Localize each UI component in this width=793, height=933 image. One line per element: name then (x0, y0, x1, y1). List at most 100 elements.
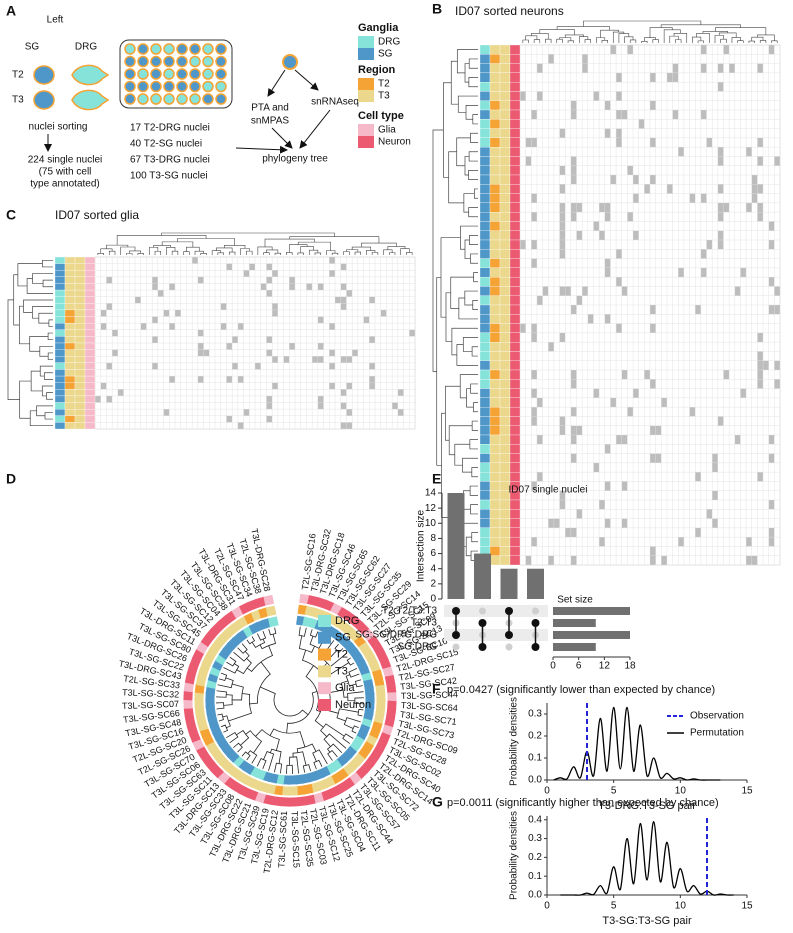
dendrogram (326, 250, 336, 255)
annotation-cell (499, 360, 511, 371)
leaf-annotation (268, 616, 279, 628)
tree-branch (357, 708, 364, 717)
annotation-cell (479, 341, 491, 352)
dendrogram (644, 37, 656, 42)
heatmap-cell (768, 453, 775, 463)
annotation-cell (489, 499, 501, 510)
dendrogram (471, 420, 478, 431)
annotation-cell (499, 193, 511, 204)
dendrogram (731, 37, 741, 43)
leaf-annotation (382, 666, 394, 678)
dendrogram (696, 32, 710, 43)
x-tick-label: 10 (675, 786, 687, 797)
heatmap-cell (340, 303, 347, 310)
tree-branch (268, 627, 277, 636)
dendrogram (545, 38, 552, 43)
annotation-cell (74, 256, 86, 264)
well (150, 93, 162, 105)
well (176, 68, 188, 80)
dendrogram (468, 170, 478, 180)
row-stripe (444, 629, 548, 641)
x-axis-label: T3-DRG:T3-SG pair (598, 800, 696, 812)
annotation-cell (499, 379, 511, 389)
annotation-cell (499, 91, 511, 101)
annotation-cell (54, 316, 66, 324)
tree-branch (216, 690, 227, 698)
leaf-annotation (376, 700, 386, 710)
heatmap-cell (520, 91, 526, 101)
dendrogram (48, 319, 53, 327)
heatmap-cell (570, 156, 577, 166)
annotation-cell (74, 395, 86, 403)
leaf-annotation (246, 599, 259, 611)
heatmap-cell (717, 156, 724, 166)
heatmap-cell (559, 490, 566, 500)
heatmap-cell (661, 555, 667, 565)
well (176, 80, 188, 93)
tree-branch (309, 629, 319, 638)
heatmap-cell (599, 202, 605, 213)
dendrogram (351, 246, 372, 251)
annotation-cell (479, 156, 491, 166)
dendrogram (128, 250, 142, 254)
dendrogram (13, 274, 20, 326)
heatmap-cell (712, 462, 718, 473)
y-axis-label: Probability densities (509, 811, 520, 900)
dendrogram (471, 532, 478, 543)
legend-swatch (318, 631, 331, 644)
heatmap-cell (570, 527, 577, 538)
dendrogram (469, 235, 478, 245)
annotation-cell (479, 202, 491, 213)
heatmap-cell (272, 382, 278, 390)
annotation-cell (84, 329, 96, 337)
annotation-cell (499, 286, 511, 296)
annotation-cell (479, 332, 491, 343)
leaf-annotation (376, 692, 386, 702)
legend-label: T3 (335, 665, 348, 677)
heatmap-cell (570, 453, 577, 463)
well (150, 68, 162, 80)
heatmap-cell (289, 343, 295, 350)
heatmap-cell (627, 407, 634, 417)
heatmap-cell (175, 309, 181, 317)
heatmap-cell (582, 286, 588, 296)
well (189, 93, 201, 105)
heatmap-cell (559, 500, 566, 510)
heatmap-cell (599, 537, 605, 547)
heatmap-cell (751, 193, 758, 203)
step-text: 224 single nuclei (28, 155, 103, 166)
heatmap-cell (340, 356, 347, 363)
well (137, 93, 149, 105)
arrow (271, 127, 293, 149)
dendrogram (618, 33, 630, 43)
heatmap-cell (717, 63, 724, 73)
heatmap-cell (520, 323, 526, 333)
annotation-cell (489, 211, 501, 222)
heatmap-cell (531, 258, 537, 268)
heatmap-cell (757, 360, 764, 370)
heatmap-cell (695, 527, 701, 538)
heatmap-cell (520, 240, 526, 250)
leaf-annotation (373, 677, 385, 688)
dendrogram (675, 39, 682, 43)
heatmap-cell (306, 283, 313, 291)
annotation-cell (84, 356, 96, 363)
heatmap-cell (266, 395, 273, 403)
dendrogram (448, 425, 473, 456)
heatmap-cell (757, 332, 764, 343)
annotation-cell (509, 314, 521, 324)
dendrogram (354, 251, 362, 255)
annotation-cell (479, 91, 491, 101)
set-size-bar (553, 619, 596, 627)
annotation-cell (509, 146, 521, 157)
dendrogram (583, 20, 702, 27)
heatmap-cell (243, 409, 250, 416)
annotation-cell (64, 382, 76, 390)
x-axis-label: T3-SG:T3-SG pair (602, 915, 692, 927)
heatmap-cell (774, 379, 780, 389)
annotation-cell (489, 119, 501, 129)
annotation-cell (84, 369, 96, 377)
legend-title: Region (358, 64, 396, 76)
leaf-annotation (194, 706, 205, 717)
annotation-cell (479, 536, 491, 547)
